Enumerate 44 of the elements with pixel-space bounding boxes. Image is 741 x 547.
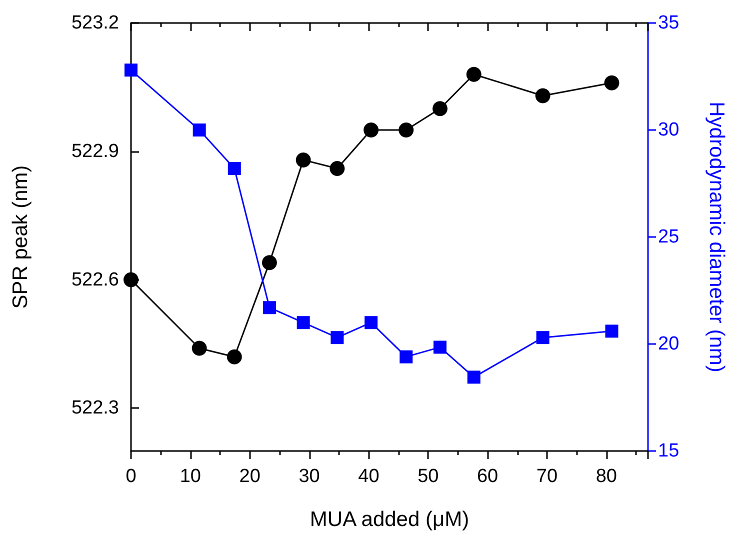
point (330, 331, 344, 344)
x-tick-label: 60 (476, 466, 498, 487)
y2-tick-label: 35 (658, 12, 680, 34)
x-tick-label: 0 (126, 466, 136, 487)
point (605, 324, 618, 338)
x-tick-label: 30 (298, 466, 320, 487)
x-tick-label: 40 (358, 466, 380, 487)
y2-tick-label: 30 (658, 120, 680, 140)
y-tick-label: 522.6 (71, 269, 119, 290)
point (226, 349, 242, 364)
x-tick-label: 10 (180, 466, 201, 487)
point (398, 122, 414, 138)
point (466, 66, 482, 82)
x-axis-title: MUA added (μM) (310, 508, 470, 531)
x-tick-label: 20 (239, 466, 260, 487)
point (536, 331, 550, 344)
point (296, 152, 311, 168)
point (604, 75, 620, 90)
y2-tick-label: 15 (658, 440, 680, 462)
point (330, 161, 345, 176)
y-tick-label: 522.3 (71, 398, 119, 419)
y-tick-label: 522.9 (71, 140, 119, 162)
point (400, 350, 413, 364)
point (228, 162, 241, 176)
point (432, 101, 448, 116)
y2-tick-label: 25 (658, 226, 680, 248)
y2-axis-title: Hydrodynamic diameter (nm) (705, 102, 728, 372)
x-tick-label: 80 (596, 466, 617, 487)
point (467, 370, 480, 384)
point (192, 124, 206, 136)
point (262, 255, 277, 270)
x-tick-label: 70 (536, 466, 558, 487)
point (364, 122, 379, 138)
point (364, 316, 378, 330)
point (192, 340, 207, 356)
x-tick-label: 50 (418, 466, 439, 487)
y-tick-label: 523.2 (71, 12, 119, 34)
point (434, 340, 447, 354)
y2-tick-label: 20 (658, 334, 680, 354)
y-axis-title: SPR peak (nm) (9, 165, 32, 309)
point (296, 316, 310, 330)
point (124, 64, 138, 77)
point (535, 88, 550, 104)
point (262, 301, 276, 314)
